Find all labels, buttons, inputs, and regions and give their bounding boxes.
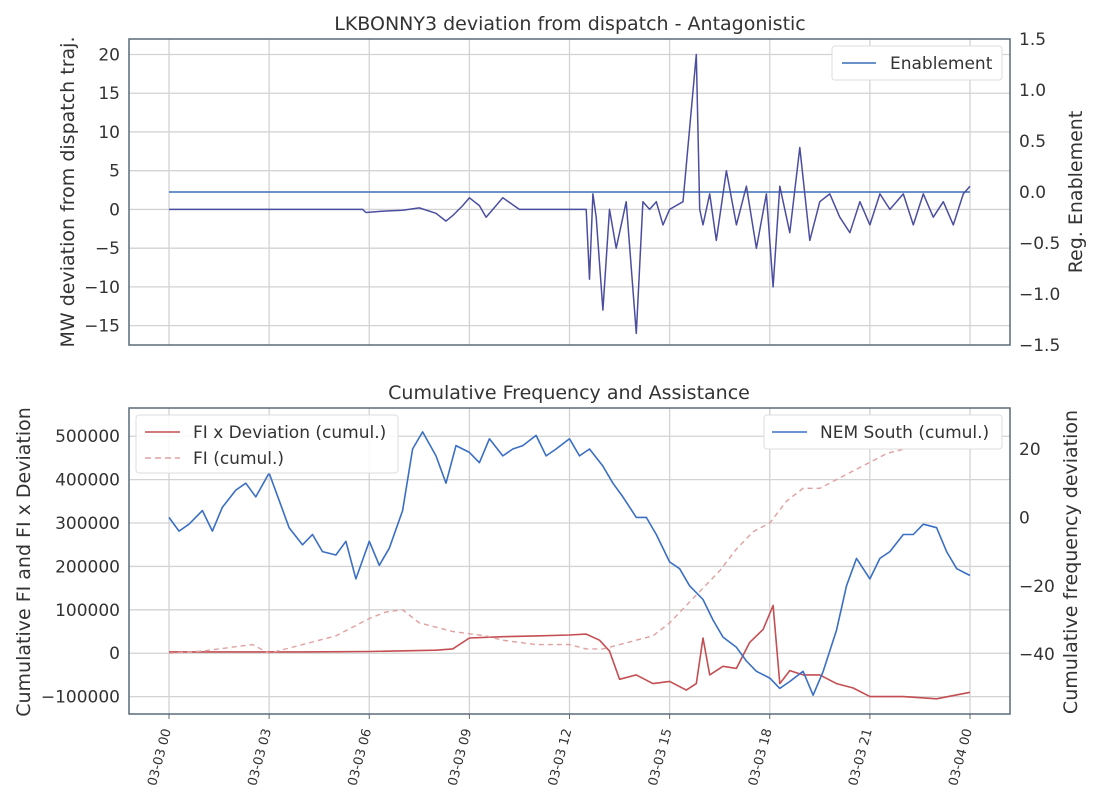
fi-series-line [168,422,954,654]
bottom-right-axis-label: Cumulative frequency deviation [1060,410,1082,714]
top-right-ticks: −1.5 −1.0 −0.5 0.0 0.5 1.0 1.5 [1019,30,1060,356]
bottom-chart: Cumulative Frequency and Assistance −100… [13,382,1082,787]
top-left-tick-label-1: −10 [84,278,120,298]
bottom-x-tick-label-7: 03-03 21 [846,727,876,787]
bottom-legend-left: FI x Deviation (cumul.) FI (cumul.) [135,414,399,474]
top-right-tick-label-6: 1.5 [1019,30,1046,50]
bottom-right-tick-label-3: 20 [1019,440,1041,460]
bottom-right-ticks: −40 −20 0 20 [1019,440,1055,665]
top-legend-box [831,45,1003,81]
bottom-x-tick-label-1: 03-03 03 [245,727,275,787]
bottom-x-tick-label-6: 03-03 18 [746,727,776,787]
top-legend-label-enablement: Enablement [890,54,993,74]
deviation-series-line [169,53,971,335]
top-plot-frame [128,38,1011,346]
top-right-tick-label-3: 0.0 [1019,183,1046,203]
bottom-left-tick-label-0: −100000 [41,688,120,708]
top-left-axis-label: MW deviation from dispatch traj. [57,37,79,348]
bottom-x-tick-label-0: 03-03 00 [145,727,175,787]
bottom-chart-title: Cumulative Frequency and Assistance [388,382,750,404]
bottom-left-tick-label-4: 300000 [55,514,120,534]
bottom-lines [168,422,971,700]
nem-south-series-line [168,431,971,697]
top-right-tick-label-0: −1.5 [1019,336,1060,356]
bottom-x-tick-label-2: 03-03 06 [345,727,375,787]
top-right-tick-label-1: −1.0 [1019,285,1060,305]
bottom-legend-right: NEM South (cumul.) [763,414,1003,450]
top-left-ticks: −15 −10 −5 0 5 10 15 20 [84,45,120,336]
fi-deviation-series-line [169,604,971,700]
bottom-left-tick-label-1: 0 [109,644,120,664]
bottom-x-tick-label-5: 03-03 15 [646,727,676,787]
top-right-tick-label-4: 0.5 [1019,132,1046,152]
bottom-left-tick-label-3: 200000 [55,557,120,577]
bottom-left-tick-label-2: 100000 [55,601,120,621]
top-left-tick-label-0: −15 [84,317,120,337]
top-legend: Enablement [831,45,1003,81]
top-right-tick-label-2: −0.5 [1019,234,1060,254]
top-right-tick-label-5: 1.0 [1019,81,1046,101]
legend-label-fi-deviation: FI x Deviation (cumul.) [193,423,386,443]
top-left-tick-label-2: −5 [95,239,120,259]
bottom-x-tick-label-4: 03-03 12 [546,727,576,787]
bottom-x-ticks: 03-03 00 03-03 03 03-03 06 03-03 09 03-03 12… [145,714,976,787]
legend-label-nem-south: NEM South (cumul.) [820,423,989,443]
bottom-right-tick-label-1: −20 [1019,577,1055,597]
bottom-left-tick-label-6: 500000 [55,427,120,447]
top-left-tick-label-3: 0 [109,200,120,220]
bottom-legend-right-box [763,414,1003,450]
top-left-tick-label-4: 5 [109,162,120,182]
bottom-legend-left-box [135,414,399,474]
legend-label-fi: FI (cumul.) [193,449,284,469]
bottom-right-tick-label-0: −40 [1019,645,1055,665]
bottom-left-tick-label-5: 400000 [55,471,120,491]
bottom-left-axis-label: Cumulative FI and FI x Deviation [13,407,35,717]
top-left-tick-label-5: 10 [98,123,120,143]
top-right-axis-label: Reg. Enablement [1065,111,1087,274]
bottom-left-ticks: −100000 0 100000 200000 300000 400000 500000 [41,427,120,707]
top-chart-title: LKBONNY3 deviation from dispatch - Antag… [334,13,806,35]
bottom-x-tick-label-8: 03-04 00 [946,727,976,787]
bottom-x-tick-label-3: 03-03 09 [446,727,476,787]
top-lines [169,53,971,335]
top-chart: LKBONNY3 deviation from dispatch - Antag… [57,13,1087,356]
bottom-right-tick-label-2: 0 [1019,508,1030,528]
top-left-tick-label-7: 20 [98,45,120,65]
top-left-tick-label-6: 15 [98,84,120,104]
